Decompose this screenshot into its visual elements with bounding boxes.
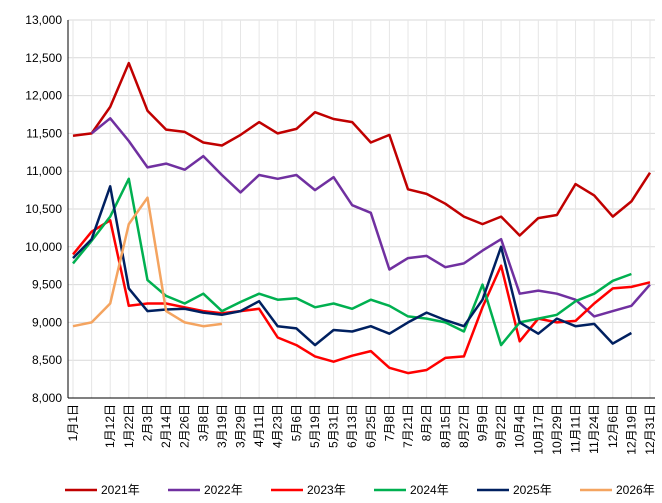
series-line (72, 177, 632, 347)
x-tick-label: 11月11日 (569, 404, 583, 453)
x-tick-label: 5月31日 (327, 404, 341, 448)
series-line (90, 117, 651, 318)
x-tick-label: 12月31日 (643, 404, 657, 455)
x-tick-label: 7月8日 (382, 404, 396, 441)
x-tick-label: 6月13日 (345, 404, 359, 448)
legend-label: 2024年 (410, 483, 449, 497)
x-tick-label: 1月22日 (122, 404, 136, 448)
y-tick-label: 11,000 (26, 164, 62, 178)
x-tick-label: 9月9日 (475, 404, 489, 441)
x-tick-label: 3月19日 (215, 404, 229, 448)
x-tick-label: 5月19日 (308, 404, 322, 448)
x-tick-label: 8月15日 (438, 404, 452, 448)
x-tick-label: 3月29日 (234, 404, 248, 448)
x-tick-label: 8月27日 (457, 404, 471, 448)
x-tick-label: 4月23日 (271, 404, 285, 448)
x-tick-label: 6月25日 (364, 404, 378, 448)
x-tick-label: 2月3日 (140, 404, 154, 441)
legend-label: 2023年 (307, 483, 346, 497)
y-tick-label: 9,500 (32, 278, 62, 292)
x-tick-label: 8月2日 (420, 404, 434, 441)
series-line (72, 61, 652, 237)
x-tick-label: 7月21日 (401, 404, 415, 448)
x-tick-label: 1月12日 (103, 404, 117, 448)
y-tick-label: 12,000 (25, 89, 62, 103)
x-tick-label: 1月1日 (66, 404, 80, 441)
legend-label: 2026年 (616, 483, 655, 497)
legend-label: 2021年 (101, 483, 140, 497)
y-tick-label: 12,500 (25, 51, 62, 65)
y-tick-label: 9,000 (32, 315, 62, 329)
x-tick-label: 3月8日 (196, 404, 210, 441)
y-tick-label: 11,500 (26, 126, 62, 140)
x-tick-label: 5月6日 (289, 404, 303, 441)
x-tick-label: 10月17日 (531, 404, 545, 455)
x-tick-label: 12月6日 (606, 404, 620, 448)
x-tick-label: 10月4日 (513, 404, 527, 448)
series-line (72, 196, 223, 328)
x-tick-label: 9月22日 (494, 404, 508, 448)
x-tick-label: 2月26日 (178, 404, 192, 448)
y-tick-label: 8,500 (32, 353, 62, 367)
y-tick-label: 8,000 (32, 391, 62, 405)
legend-label: 2022年 (204, 483, 243, 497)
legend-label: 2025年 (513, 483, 552, 497)
y-tick-label: 10,500 (25, 202, 62, 216)
x-tick-label: 12月19日 (624, 404, 638, 455)
y-tick-label: 13,000 (25, 13, 62, 27)
y-tick-label: 10,000 (25, 240, 62, 254)
x-tick-label: 2月14日 (159, 404, 173, 448)
x-tick-label: 10月29日 (550, 404, 564, 455)
x-tick-label: 11月24日 (587, 404, 601, 454)
x-tick-label: 4月11日 (252, 404, 266, 447)
